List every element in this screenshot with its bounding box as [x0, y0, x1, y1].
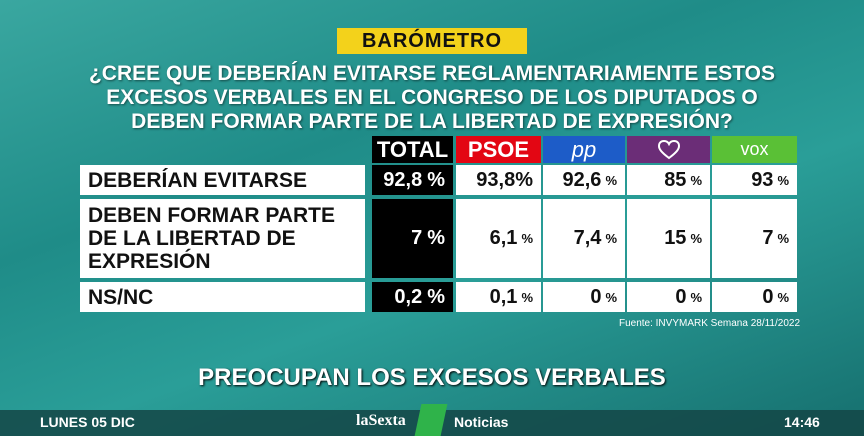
row-label-line: DEBEN FORMAR PARTE: [88, 204, 335, 227]
row-label: NS/NC: [80, 282, 365, 312]
cell: 6,1%: [456, 199, 541, 278]
cell: 0,2%: [372, 282, 453, 312]
badge-text: BARÓMETRO: [361, 29, 503, 52]
cell-value: 0,1: [489, 285, 518, 308]
cell-value: 15: [664, 227, 687, 249]
cell-value: 85: [664, 168, 687, 191]
cell-value: 0: [762, 285, 774, 308]
row-label-line: EXPRESIÓN: [88, 250, 211, 273]
cell: 0%: [627, 282, 710, 312]
cell-value: 93: [751, 168, 774, 191]
column-header: PSOE: [456, 136, 541, 163]
row-label-line: NS/NC: [88, 285, 154, 309]
source: Fuente: INVYMARK Semana 28/11/2022: [618, 318, 800, 329]
cell-value: 0: [590, 285, 602, 308]
cell-unit: %: [777, 289, 789, 305]
program: Noticias: [454, 414, 509, 430]
row-label-line: DE LA LIBERTAD DE: [88, 227, 296, 250]
column-header: vox: [712, 136, 797, 163]
cell: 92,6%: [543, 165, 625, 195]
row-label-line: DEBERÍAN EVITARSE: [88, 168, 307, 192]
column-header: pp: [543, 136, 625, 163]
cell: 0,1%: [456, 282, 541, 312]
cell-value: 6,1: [489, 227, 518, 249]
cell: 7%: [372, 199, 453, 278]
cell: 7,4%: [543, 199, 625, 278]
badge: BARÓMETRO: [337, 28, 527, 54]
cell-value: 7: [411, 227, 423, 249]
cell: 0%: [543, 282, 625, 312]
cell: 93,8%: [456, 165, 541, 195]
cell-value: 92,6: [562, 168, 602, 191]
question-line: DEBEN FORMAR PARTE DE LA LIBERTAD DE EXP…: [131, 110, 733, 133]
cell-unit: %: [777, 172, 789, 188]
cell-value: 7: [762, 227, 774, 249]
cell-unit: %: [690, 172, 702, 188]
cell-unit: %: [777, 231, 789, 246]
cell-unit: %: [427, 285, 445, 308]
row-label: DEBERÍAN EVITARSE: [80, 165, 365, 195]
cell-unit: %: [605, 172, 617, 188]
cell: 92,8%: [372, 165, 453, 195]
cell-value: 0,2: [394, 285, 423, 308]
question-line: EXCESOS VERBALES EN EL CONGRESO DE LOS D…: [106, 86, 758, 109]
cell: 7%: [712, 199, 797, 278]
podemos-logo: [627, 136, 710, 163]
ticker: PREOCUPAN LOS EXCESOS VERBALES: [198, 364, 666, 391]
channel: laSexta: [356, 412, 406, 429]
row-label: DEBEN FORMAR PARTE DE LA LIBERTAD DE EXPRE…: [80, 199, 365, 278]
cell-unit: %: [521, 231, 533, 246]
cell: 0%: [712, 282, 797, 312]
heart-icon: [657, 139, 680, 159]
cell-value: 7,4: [573, 227, 602, 249]
cell-value: 0: [675, 285, 687, 308]
cell-unit: %: [427, 227, 445, 249]
cell-value: 92,8: [383, 168, 423, 191]
cell-unit: %: [605, 289, 617, 305]
cell: 85%: [627, 165, 710, 195]
cell: 15%: [627, 199, 710, 278]
cell-unit: %: [690, 231, 702, 246]
column-header: TOTAL: [372, 136, 453, 163]
cell-unit: %: [521, 289, 533, 305]
cell-unit: %: [605, 231, 617, 246]
question-line: ¿CREE QUE DEBERÍAN EVITARSE REGLAMENTARI…: [88, 62, 776, 85]
date: LUNES 05 DIC: [40, 414, 135, 430]
cell-unit: %: [690, 289, 702, 305]
time: 14:46: [784, 414, 820, 430]
cell: 93%: [712, 165, 797, 195]
cell-value: 93,8%: [476, 168, 533, 191]
cell-unit: %: [427, 168, 445, 191]
